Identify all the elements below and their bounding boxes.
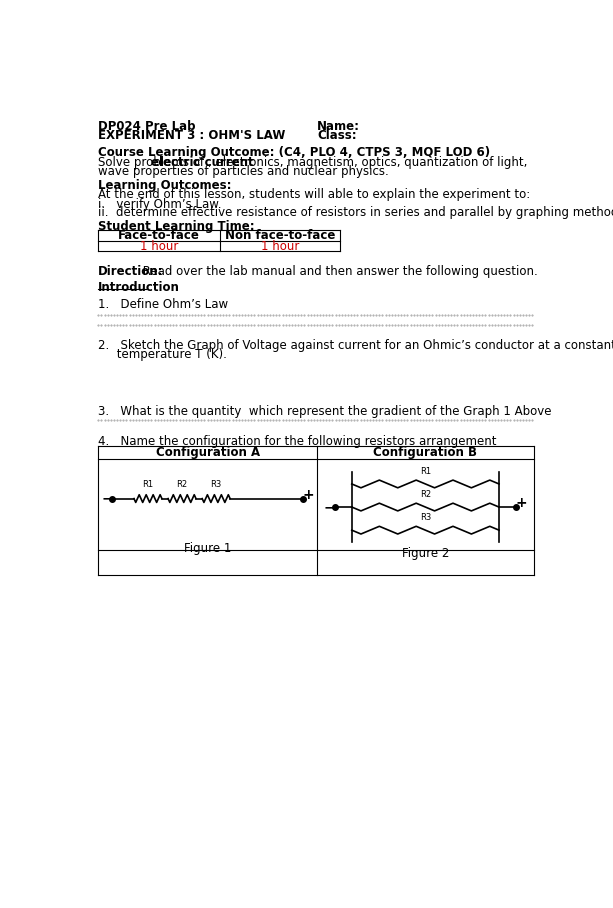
Text: Solve problems of: Solve problems of bbox=[98, 156, 208, 169]
Text: 4.   Name the configuration for the following resistors arrangement: 4. Name the configuration for the follow… bbox=[98, 436, 497, 449]
Text: wave properties of particles and nuclear physics.: wave properties of particles and nuclear… bbox=[98, 165, 389, 178]
Text: Introduction: Introduction bbox=[98, 281, 180, 293]
Text: Figure 2: Figure 2 bbox=[402, 548, 449, 560]
Text: −: − bbox=[324, 500, 335, 514]
Text: 3.   What is the quantity  which represent the gradient of the Graph 1 Above: 3. What is the quantity which represent … bbox=[98, 405, 552, 418]
Text: , electronics, magnetism, optics, quantization of light,: , electronics, magnetism, optics, quanti… bbox=[208, 156, 527, 169]
Text: electric current: electric current bbox=[151, 156, 254, 169]
Text: Read over the lab manual and then answer the following question.: Read over the lab manual and then answer… bbox=[139, 265, 538, 278]
Text: +: + bbox=[303, 488, 314, 502]
Text: −: − bbox=[101, 491, 113, 506]
Text: EXPERIMENT 3 : OHM'S LAW: EXPERIMENT 3 : OHM'S LAW bbox=[98, 129, 286, 142]
Text: Configuration A: Configuration A bbox=[156, 446, 260, 459]
Text: R1: R1 bbox=[420, 468, 431, 477]
Text: DP024 Pre Lab: DP024 Pre Lab bbox=[98, 120, 196, 133]
Text: Configuration B: Configuration B bbox=[373, 446, 478, 459]
Text: 1 hour: 1 hour bbox=[140, 240, 178, 252]
Text: R3: R3 bbox=[210, 479, 222, 489]
Text: i.   verify Ohm’s Law.: i. verify Ohm’s Law. bbox=[98, 198, 222, 211]
Text: Figure 1: Figure 1 bbox=[184, 542, 231, 555]
Text: R2: R2 bbox=[177, 479, 188, 489]
Text: ii.  determine effective resistance of resistors in series and parallel by graph: ii. determine effective resistance of re… bbox=[98, 206, 613, 219]
Text: Course Learning Outcome: (C4, PLO 4, CTPS 3, MQF LOD 6): Course Learning Outcome: (C4, PLO 4, CTP… bbox=[98, 146, 490, 159]
Text: Student Learning Time:: Student Learning Time: bbox=[98, 220, 255, 232]
Text: Direction:: Direction: bbox=[98, 265, 164, 278]
Text: R2: R2 bbox=[420, 490, 431, 499]
Text: R1: R1 bbox=[142, 479, 153, 489]
Text: At the end of this lesson, students will able to explain the experiment to:: At the end of this lesson, students will… bbox=[98, 188, 531, 202]
Text: +: + bbox=[516, 496, 527, 510]
Text: Learning Outcomes:: Learning Outcomes: bbox=[98, 179, 232, 192]
Text: Class:: Class: bbox=[317, 129, 357, 142]
Text: temperature T (K).: temperature T (K). bbox=[98, 349, 227, 361]
Text: 2.   Sketch the Graph of Voltage against current for an Ohmic’s conductor at a c: 2. Sketch the Graph of Voltage against c… bbox=[98, 340, 613, 352]
Text: Non face-to-face: Non face-to-face bbox=[225, 229, 335, 242]
Text: Face-to-face: Face-to-face bbox=[118, 229, 200, 242]
Text: Name:: Name: bbox=[317, 120, 360, 133]
Text: 1 hour: 1 hour bbox=[261, 240, 299, 252]
Text: R3: R3 bbox=[420, 513, 431, 522]
Text: 1.   Define Ohm’s Law: 1. Define Ohm’s Law bbox=[98, 298, 229, 311]
